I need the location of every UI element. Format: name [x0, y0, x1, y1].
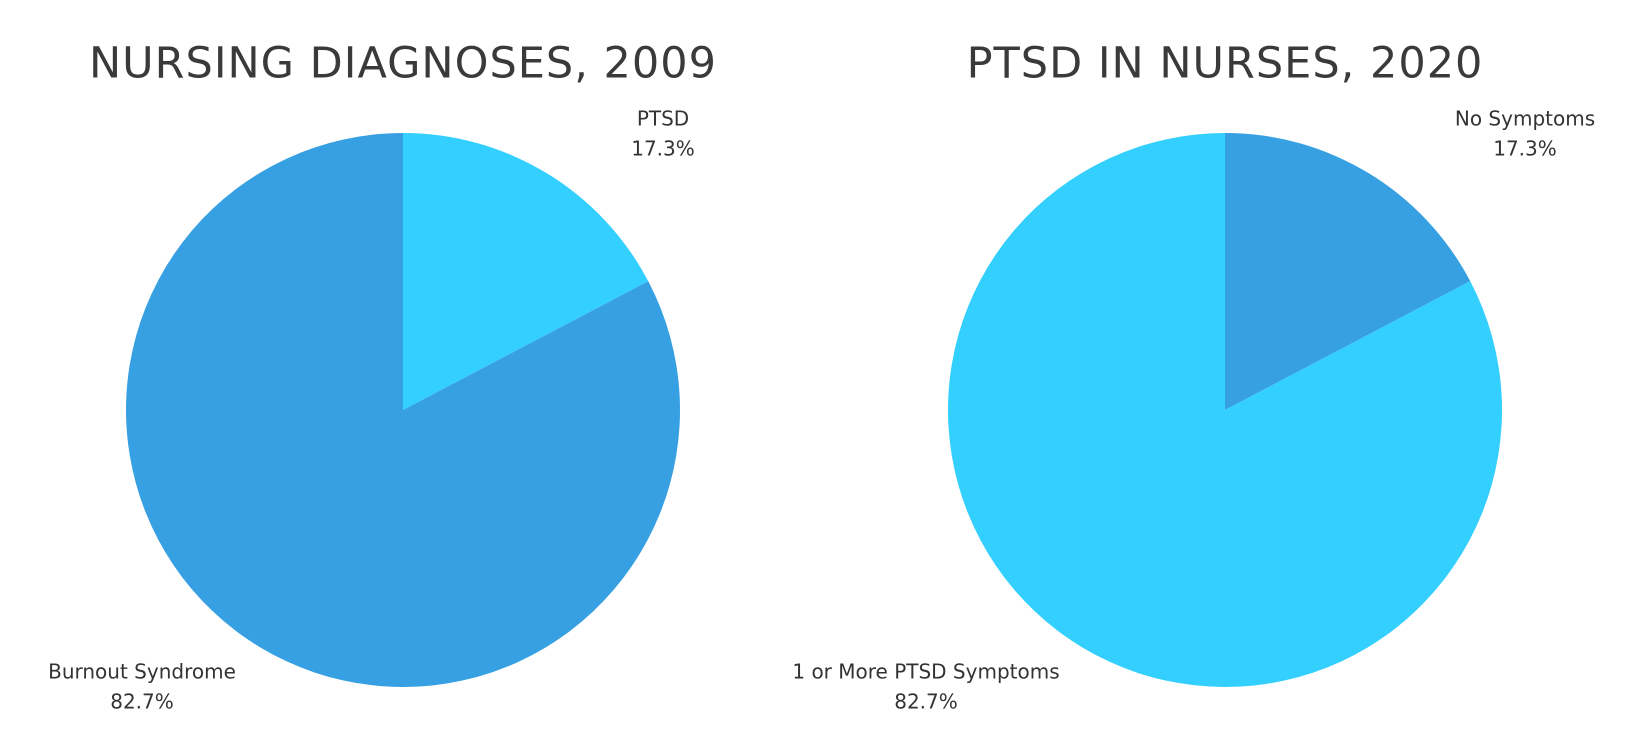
pie-slice [403, 133, 649, 410]
slice-label: Burnout Syndrome [48, 660, 236, 684]
slice-value-label: 82.7% [894, 690, 958, 714]
slice-value-label: 17.3% [631, 137, 695, 161]
pie-slice [1225, 133, 1471, 410]
pie-slice [125, 133, 680, 687]
chart-title: PTSD IN NURSES, 2020 [967, 39, 1484, 89]
slice-value-label: 82.7% [110, 690, 174, 714]
slice-label: No Symptoms [1455, 107, 1595, 131]
pie-slice [947, 133, 1502, 687]
slice-label: 1 or More PTSD Symptoms [792, 660, 1059, 684]
slice-value-label: 17.3% [1493, 137, 1557, 161]
slice-label: PTSD [637, 107, 689, 131]
chart-title: NURSING DIAGNOSES, 2009 [89, 39, 717, 89]
